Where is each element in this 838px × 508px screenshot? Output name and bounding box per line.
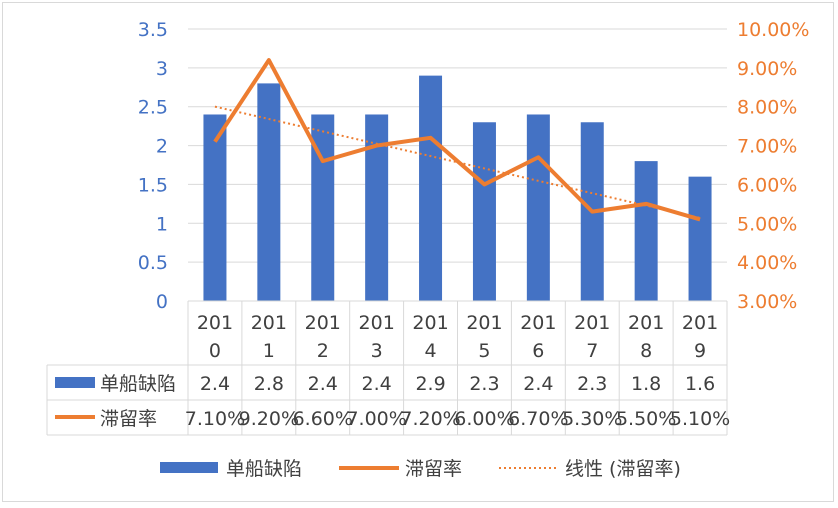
bar <box>472 122 496 301</box>
bar <box>203 114 227 301</box>
table-value-line: 6.00% <box>454 408 514 430</box>
table-value-line: 7.00% <box>346 408 406 430</box>
right-tick-label: 4.00% <box>737 252 797 274</box>
legend-label: 线性 (滞留率) <box>565 458 681 480</box>
left-tick-label: 1 <box>156 213 168 235</box>
category-label: 6 <box>532 340 544 362</box>
table-value-bars: 2.3 <box>469 373 499 395</box>
legend-label: 单船缺陷 <box>226 458 302 480</box>
category-label: 201 <box>574 312 610 334</box>
category-label: 201 <box>628 312 664 334</box>
combo-chart: 0 0.5 1 1.5 2 2.5 3 3.5 3.00% 4.00% 5.00% 6.00% 7.0… <box>46 19 809 480</box>
left-tick-label: 3 <box>156 58 168 80</box>
category-label: 1 <box>263 340 275 362</box>
table-value-bars: 2.9 <box>415 373 445 395</box>
right-tick-label: 9.00% <box>737 58 797 80</box>
left-tick-label: 2.5 <box>138 97 168 119</box>
right-tick-label: 8.00% <box>737 97 797 119</box>
right-tick-label: 10.00% <box>737 19 809 41</box>
table-value-bars: 2.8 <box>254 373 284 395</box>
right-tick-label: 3.00% <box>737 291 797 313</box>
category-label: 201 <box>466 312 502 334</box>
category-label: 0 <box>209 340 221 362</box>
table-value-line: 5.50% <box>616 408 676 430</box>
bar <box>688 176 712 301</box>
left-tick-label: 1.5 <box>138 174 168 196</box>
category-label: 8 <box>640 340 652 362</box>
table-value-line: 5.10% <box>670 408 730 430</box>
table-row-label: 单船缺陷 <box>100 373 176 395</box>
category-label: 201 <box>305 312 341 334</box>
legend-key-bars <box>160 462 218 473</box>
bar <box>419 75 443 301</box>
table-value-bars: 2.4 <box>200 373 230 395</box>
category-label: 201 <box>412 312 448 334</box>
table-value-bars: 2.3 <box>577 373 607 395</box>
right-axis-ticks: 3.00% 4.00% 5.00% 6.00% 7.00% 8.00% 9.00% 10.00… <box>737 19 809 313</box>
left-axis-ticks: 0 0.5 1 1.5 2 2.5 3 3.5 <box>138 19 168 313</box>
category-label: 201 <box>251 312 287 334</box>
left-tick-label: 2 <box>156 136 168 158</box>
bar <box>257 83 281 302</box>
legend-label: 滞留率 <box>405 458 462 480</box>
table-value-line: 9.20% <box>239 408 299 430</box>
bar <box>634 161 658 301</box>
data-table: 201 0 201 1 201 2 201 3 201 4 201 5 201 6 201 7 201 8 201 9… <box>46 300 730 436</box>
left-tick-label: 0.5 <box>138 252 168 274</box>
category-label: 201 <box>520 312 556 334</box>
category-label: 201 <box>197 312 233 334</box>
category-label: 201 <box>359 312 395 334</box>
table-value-bars: 2.4 <box>523 373 553 395</box>
category-label: 5 <box>478 340 490 362</box>
category-label: 3 <box>371 340 383 362</box>
legend: 单船缺陷 滞留率 线性 (滞留率) <box>160 458 681 480</box>
bar-series-defects <box>203 75 712 302</box>
right-tick-label: 6.00% <box>737 174 797 196</box>
left-tick-label: 0 <box>156 291 168 313</box>
line-series-detention <box>213 58 701 222</box>
right-tick-label: 5.00% <box>737 213 797 235</box>
right-tick-label: 7.00% <box>737 136 797 158</box>
table-value-line: 6.70% <box>508 408 568 430</box>
category-label: 201 <box>682 312 718 334</box>
bar <box>365 114 389 301</box>
left-tick-label: 3.5 <box>138 19 168 41</box>
category-label: 2 <box>317 340 329 362</box>
bar <box>526 114 550 301</box>
table-key-bars <box>55 377 95 388</box>
chart-frame: 0 0.5 1 1.5 2 2.5 3 3.5 3.00% 4.00% 5.00% 6.00% 7.0… <box>2 2 834 502</box>
category-label: 7 <box>586 340 598 362</box>
table-value-line: 7.10% <box>185 408 245 430</box>
table-value-bars: 1.8 <box>631 373 661 395</box>
table-row-label: 滞留率 <box>100 408 157 430</box>
category-label: 9 <box>694 340 706 362</box>
table-value-bars: 2.4 <box>308 373 338 395</box>
table-value-line: 5.30% <box>562 408 622 430</box>
table-value-bars: 1.6 <box>685 373 715 395</box>
category-label: 4 <box>425 340 437 362</box>
table-value-bars: 2.4 <box>362 373 392 395</box>
table-value-line: 7.20% <box>400 408 460 430</box>
series-line <box>213 58 701 222</box>
table-value-line: 6.60% <box>293 408 353 430</box>
